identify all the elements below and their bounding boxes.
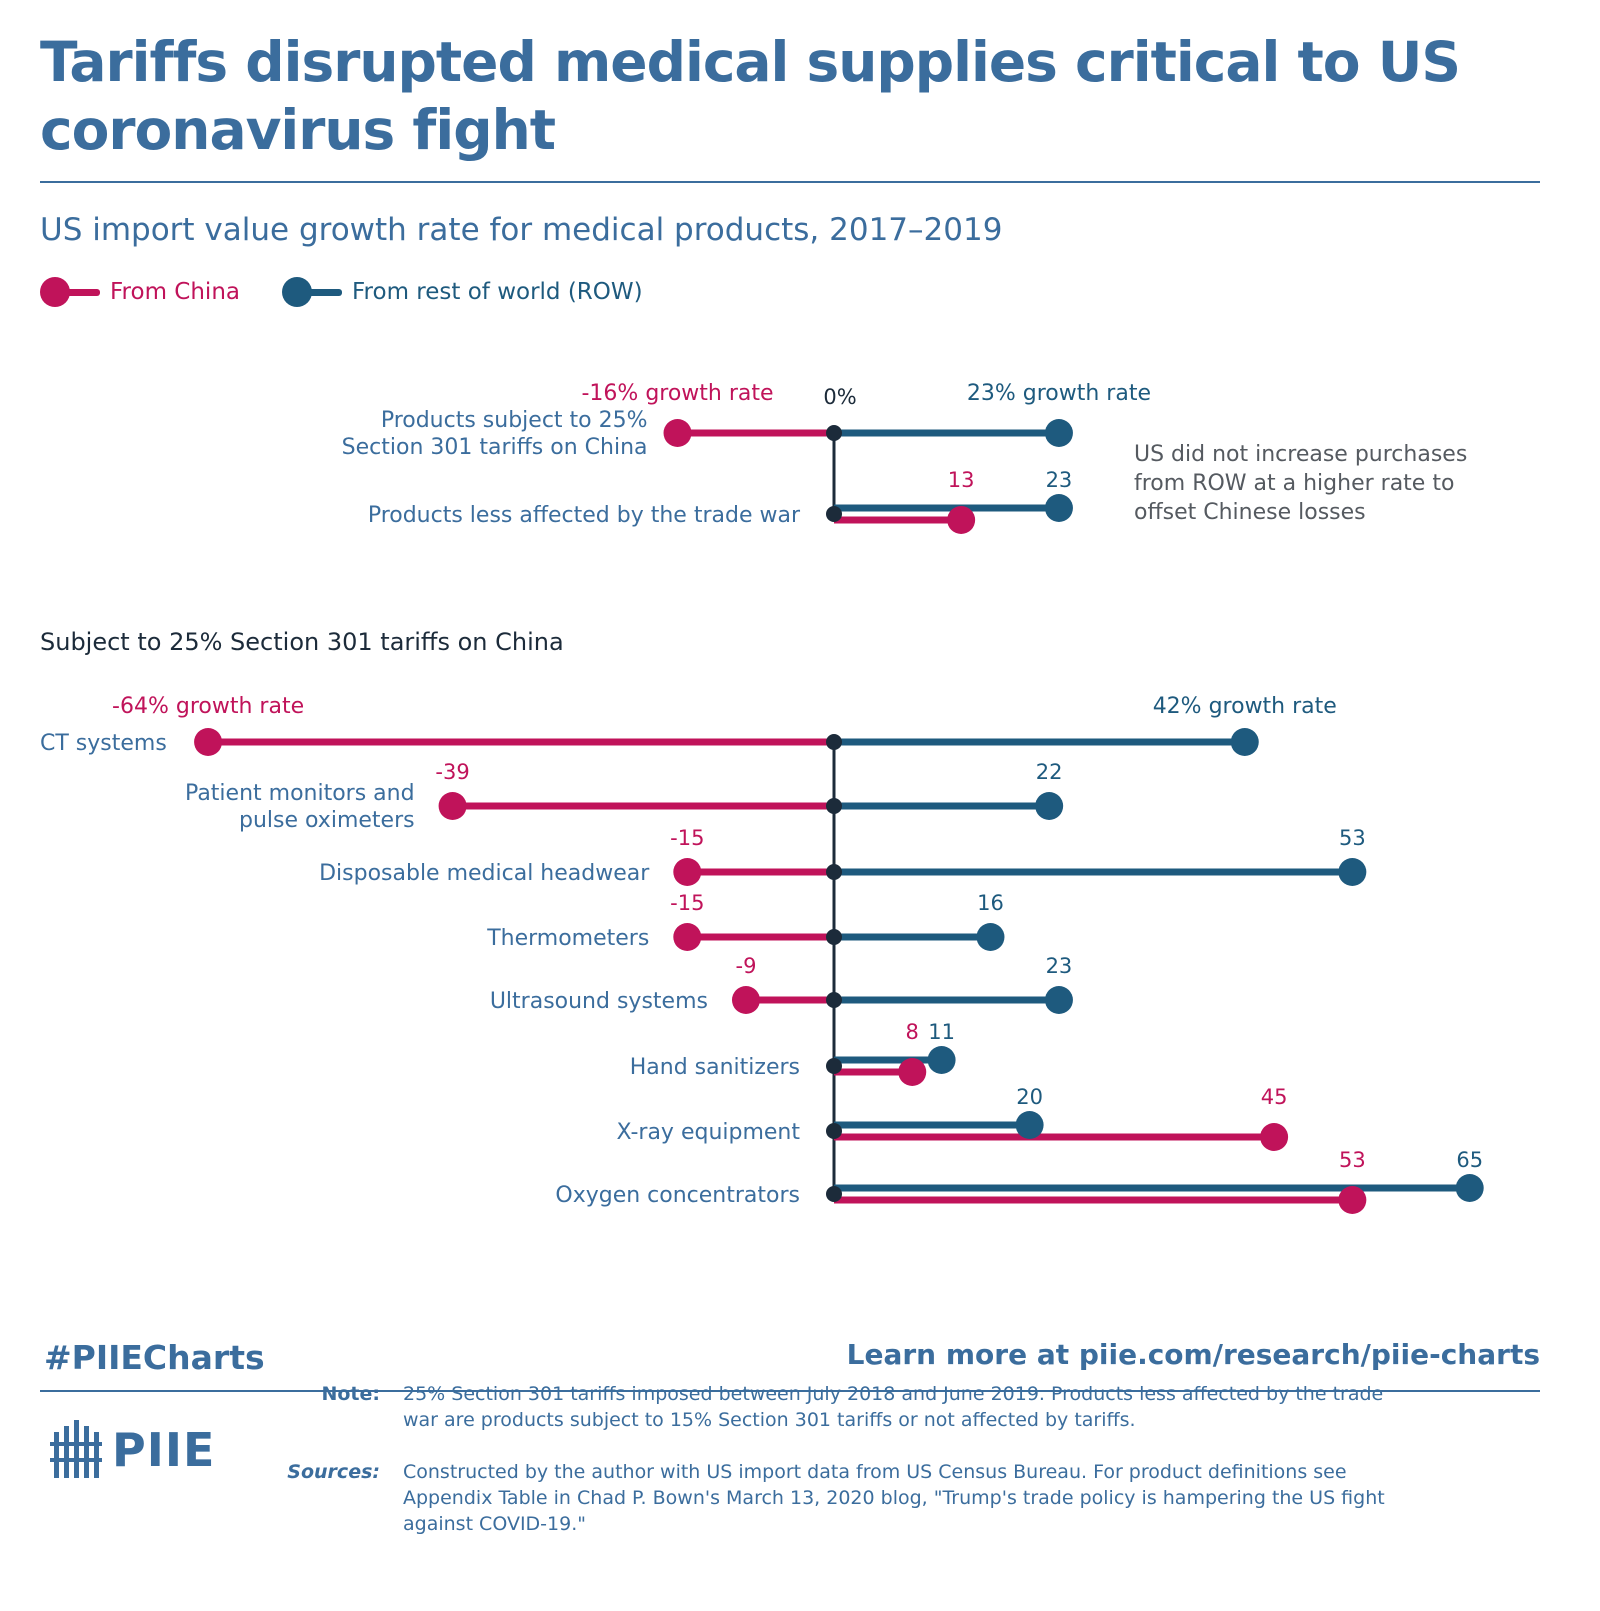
china-dot	[673, 923, 702, 951]
zero-dot	[826, 506, 842, 522]
top-china-header: -16% growth rate	[581, 381, 773, 406]
row-dot	[976, 923, 1005, 951]
piie-logo-icon	[50, 1420, 102, 1478]
zero-dot	[826, 1123, 842, 1139]
china-dot	[1260, 1123, 1289, 1151]
china-dot	[898, 1058, 927, 1086]
zero-dot	[826, 992, 842, 1008]
category-label: Disposable medical headwear	[319, 861, 650, 886]
china-value-label: 53	[1339, 1148, 1366, 1172]
legend-china: From China	[40, 276, 240, 308]
row-value-label: 53	[1339, 826, 1366, 850]
top-annotation-line: from ROW at a higher rate to	[1134, 471, 1454, 496]
sources-text: Constructed by the author with US import…	[403, 1459, 1543, 1537]
zero-dot	[826, 1186, 842, 1202]
note-text: 25% Section 301 tariffs imposed between …	[403, 1381, 1543, 1433]
footer-link[interactable]: Learn more at piie.com/research/piie-cha…	[846, 1338, 1540, 1371]
china-dot	[731, 986, 760, 1014]
footer-hashtag: #PIIECharts	[44, 1338, 265, 1377]
legend-row: From rest of world (ROW)	[282, 276, 643, 308]
china-dot	[663, 419, 692, 447]
row-dot	[1338, 858, 1367, 886]
zero-dot	[826, 425, 842, 441]
piie-logo: PIIE	[50, 1418, 215, 1482]
piie-logo-text: PIIE	[112, 1423, 216, 1477]
dumbbell-chart: -16% growth rate 0% 23% growth rate Product…	[40, 381, 1484, 1214]
category-label: Products subject to 25%	[381, 408, 648, 433]
legend-china-marker	[40, 277, 102, 307]
row-dot	[1044, 419, 1073, 447]
top-annotation-line: offset Chinese losses	[1134, 500, 1366, 525]
china-dot	[438, 792, 467, 820]
category-label: Oxygen concentrators	[555, 1183, 800, 1208]
top-row-header: 23% growth rate	[967, 381, 1151, 406]
category-label: Hand sanitizers	[630, 1055, 800, 1080]
row-value-label: 22	[1036, 760, 1063, 784]
note-line: 25% Section 301 tariffs imposed between …	[403, 1383, 1384, 1405]
zero-dot	[826, 929, 842, 945]
zero-dot	[826, 798, 842, 814]
zero-dot	[826, 734, 842, 750]
row-value-label: 23	[1046, 954, 1073, 978]
row-dot	[1015, 1111, 1044, 1139]
category-label: Products less affected by the trade war	[368, 503, 801, 528]
title-divider	[40, 181, 1540, 183]
page-title: Tariffs disrupted medical supplies criti…	[40, 30, 1461, 162]
row-dot	[927, 1046, 956, 1074]
china-value-label: -15	[670, 891, 704, 915]
note-label: Note:	[321, 1383, 380, 1405]
legend-china-label: From China	[110, 279, 240, 305]
bottom-china-header: -64% growth rate	[112, 694, 304, 719]
bottom-section-title: Subject to 25% Section 301 tariffs on Ch…	[40, 628, 564, 656]
row-dot	[1035, 792, 1064, 820]
legend-row-marker	[282, 277, 344, 307]
china-value-label: 8	[906, 1020, 919, 1044]
note-line: war are products subject to 15% Section …	[403, 1409, 1136, 1431]
category-label: pulse oximeters	[239, 808, 415, 833]
china-value-label: 45	[1261, 1085, 1288, 1109]
top-annotation-line: US did not increase purchases	[1134, 442, 1467, 467]
row-dot	[1230, 728, 1259, 756]
category-label: Section 301 tariffs on China	[342, 435, 648, 460]
bottom-row-header: 42% growth rate	[1153, 694, 1337, 719]
category-label: Ultrasound systems	[490, 989, 708, 1014]
row-value-label: 16	[977, 891, 1004, 915]
china-value-label: 13	[948, 468, 975, 492]
china-dot	[947, 506, 976, 534]
category-label: CT systems	[40, 731, 167, 756]
footer-divider	[40, 1390, 1540, 1392]
sources-line: Appendix Table in Chad P. Bown's March 1…	[403, 1487, 1385, 1509]
row-value-label: 20	[1016, 1085, 1043, 1109]
top-zero-label: 0%	[823, 385, 856, 409]
zero-dot	[826, 1058, 842, 1074]
china-dot	[1338, 1186, 1367, 1214]
china-value-label: -15	[670, 826, 704, 850]
category-label: X-ray equipment	[616, 1120, 800, 1145]
sources-label: Sources:	[287, 1461, 380, 1483]
category-label: Patient monitors and	[185, 781, 415, 806]
zero-dot	[826, 864, 842, 880]
category-label: Thermometers	[486, 926, 649, 951]
row-dot	[1455, 1174, 1484, 1202]
chart-subtitle: US import value growth rate for medical …	[40, 212, 1003, 248]
china-dot	[194, 728, 223, 756]
sources-line: against COVID-19."	[403, 1513, 586, 1535]
china-value-label: -39	[435, 760, 469, 784]
sources-line: Constructed by the author with US import…	[403, 1461, 1347, 1483]
china-dot	[673, 858, 702, 886]
legend-row-label: From rest of world (ROW)	[352, 279, 643, 305]
row-value-label: 65	[1456, 1148, 1483, 1172]
row-value-label: 23	[1046, 468, 1073, 492]
china-value-label: -9	[736, 954, 757, 978]
row-dot	[1044, 986, 1073, 1014]
row-value-label: 11	[928, 1020, 955, 1044]
row-dot	[1044, 494, 1073, 522]
